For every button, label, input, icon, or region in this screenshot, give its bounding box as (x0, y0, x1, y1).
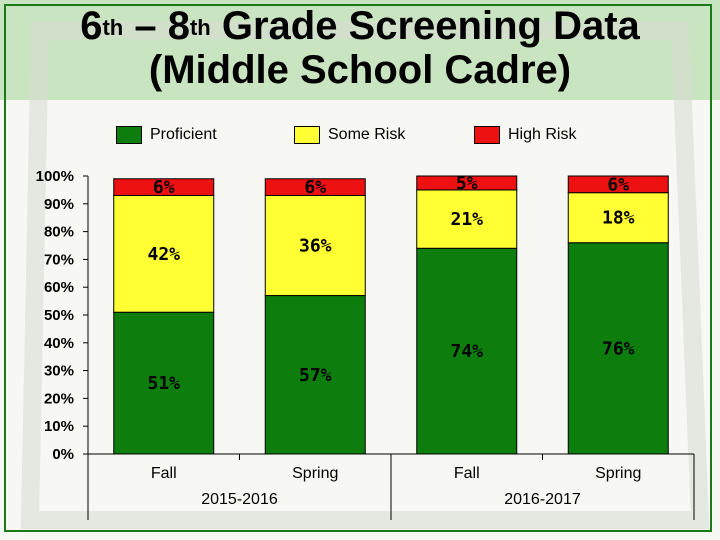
bar-some-risk (264, 194, 366, 297)
x-category-label: Spring (292, 465, 338, 482)
legend-swatch-high-risk (474, 126, 500, 144)
data-label-proficient: 57% (299, 365, 332, 386)
y-tick-label: 10% (44, 418, 74, 435)
x-group-label: 2015-2016 (201, 491, 278, 508)
data-label-high-risk: 5% (456, 173, 478, 194)
data-label-some-risk: 21% (450, 209, 483, 230)
data-label-proficient: 74% (450, 341, 483, 362)
x-category-label: Fall (151, 465, 177, 482)
data-label-some-risk: 18% (602, 208, 635, 229)
y-tick-label: 30% (44, 363, 74, 380)
y-tick-label: 20% (44, 390, 74, 407)
y-tick-label: 40% (44, 335, 74, 352)
bar-some-risk (416, 189, 518, 249)
y-tick-label: 50% (44, 307, 74, 324)
bar-proficient (416, 247, 518, 455)
title-line-1: 6th – 8th Grade Screening Data (80, 4, 640, 48)
data-label-high-risk: 6% (607, 174, 629, 195)
page-title: 6th – 8th Grade Screening Data (Middle S… (0, 4, 720, 92)
bar-some-risk (567, 192, 669, 244)
bar-proficient (113, 311, 215, 455)
bar-high-risk (113, 178, 215, 196)
data-label-high-risk: 6% (304, 177, 326, 198)
y-tick-label: 60% (44, 279, 74, 296)
data-label-some-risk: 36% (299, 236, 332, 257)
y-tick-label: 70% (44, 251, 74, 268)
y-tick-label: 80% (44, 224, 74, 241)
bar-high-risk (416, 175, 518, 191)
data-label-some-risk: 42% (147, 244, 180, 265)
legend-item-some-risk: Some Risk (294, 124, 405, 146)
legend-swatch-some-risk (294, 126, 320, 144)
legend-label-proficient: Proficient (150, 126, 217, 143)
data-label-proficient: 76% (602, 338, 635, 359)
data-label-proficient: 51% (147, 373, 180, 394)
y-tick-label: 0% (52, 446, 74, 463)
y-tick-label: 100% (36, 168, 74, 185)
bar-proficient (264, 295, 366, 455)
legend-item-proficient: Proficient (116, 124, 217, 146)
title-band (0, 0, 720, 100)
bar-proficient (567, 242, 669, 455)
bar-high-risk (264, 178, 366, 196)
y-tick-label: 90% (44, 196, 74, 213)
data-label-high-risk: 6% (153, 177, 175, 198)
x-group-label: 2016-2017 (504, 491, 581, 508)
bar-high-risk (567, 175, 669, 194)
x-category-label: Spring (595, 465, 641, 482)
legend-item-high-risk: High Risk (474, 124, 576, 146)
chart-legend: Proficient Some Risk High Risk (0, 124, 720, 146)
legend-swatch-proficient (116, 126, 142, 144)
legend-label-high-risk: High Risk (508, 126, 577, 143)
legend-label-some-risk: Some Risk (328, 126, 406, 143)
x-category-label: Fall (454, 465, 480, 482)
title-line-2: (Middle School Cadre) (148, 48, 572, 92)
